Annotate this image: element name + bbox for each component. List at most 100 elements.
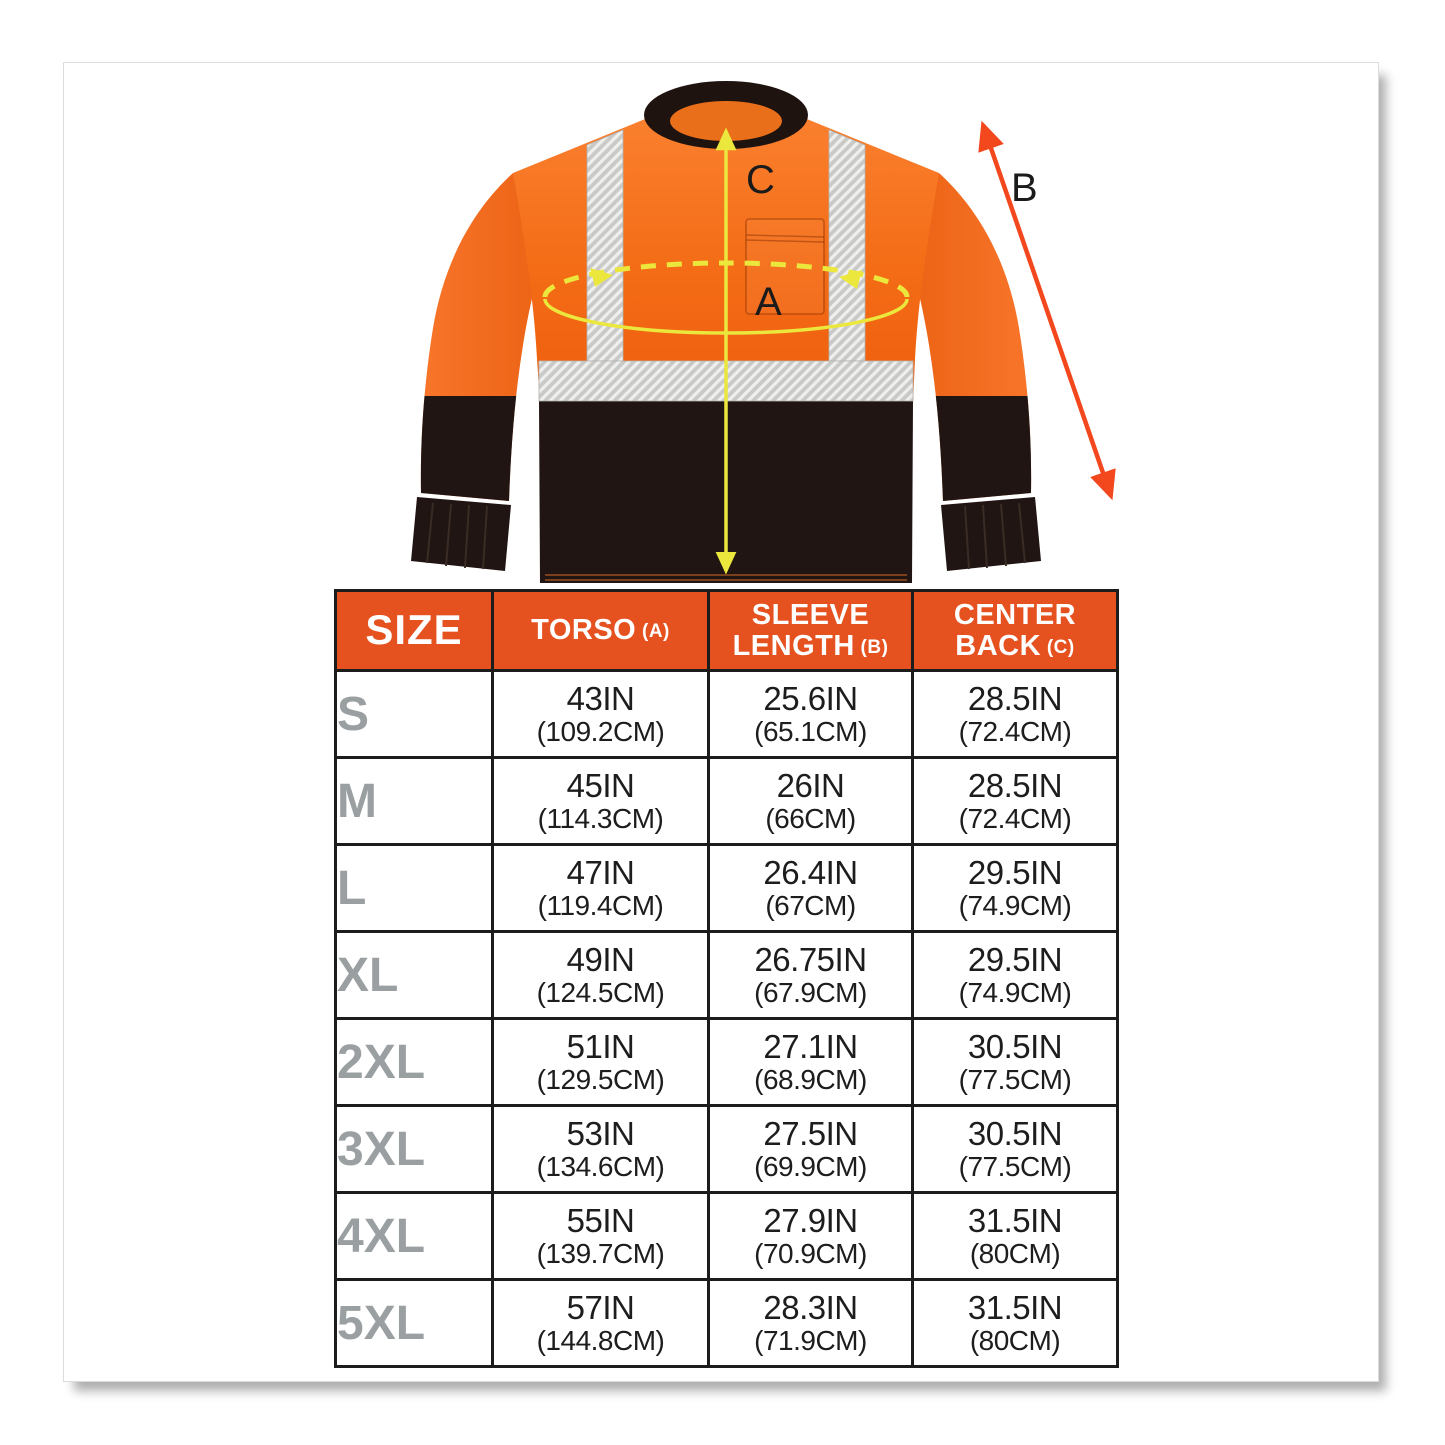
value-inches: 55IN <box>566 1201 635 1239</box>
torso-value: 53IN (134.6CM) <box>491 1104 710 1194</box>
value-inches: 27.1IN <box>763 1027 858 1065</box>
sleeve-length-value: 28.3IN (71.9CM) <box>707 1278 914 1368</box>
center-back-value: 30.5IN (77.5CM) <box>911 1017 1119 1107</box>
torso-value: 43IN (109.2CM) <box>491 669 710 759</box>
torso-value: 51IN (129.5CM) <box>491 1017 710 1107</box>
size-chart-header: SIZE TORSO (A) SLEEVE LENGTH (B) CENTER BAC… <box>334 589 1119 672</box>
sleeve-length-value: 26.75IN (67.9CM) <box>707 930 914 1020</box>
value-inches: 25.6IN <box>763 679 858 717</box>
value-inches: 30.5IN <box>967 1027 1063 1065</box>
value-inches: 28.5IN <box>967 766 1063 804</box>
value-inches: 26.75IN <box>754 940 867 978</box>
center-back-value: 31.5IN (80CM) <box>911 1191 1119 1281</box>
torso-value: 57IN (144.8CM) <box>491 1278 710 1368</box>
center-back-value: 28.5IN (72.4CM) <box>911 669 1119 759</box>
hem-stitching <box>545 574 907 581</box>
size-row-m: M 45IN (114.3CM) 26IN (66CM) 28.5IN (72.4CM) <box>334 756 1119 846</box>
torso-value: 49IN (124.5CM) <box>491 930 710 1020</box>
shirt-diagram-svg: C A B <box>411 81 1116 583</box>
value-inches: 31.5IN <box>967 1201 1063 1239</box>
column-header-size: SIZE <box>334 589 494 672</box>
value-inches: 28.5IN <box>967 679 1063 717</box>
column-header-center-back: CENTER BACK (C) <box>911 589 1119 672</box>
value-inches: 49IN <box>566 940 635 978</box>
center-back-value: 30.5IN (77.5CM) <box>911 1104 1119 1194</box>
size-chart-table: SIZE TORSO (A) SLEEVE LENGTH (B) CENTER BAC… <box>334 589 1119 1368</box>
torso-measure-ellipse <box>542 260 910 335</box>
value-centimeters: (144.8CM) <box>536 1325 665 1357</box>
column-header-sleeve-length: SLEEVE LENGTH (B) <box>707 589 914 672</box>
left-cuff <box>411 497 511 571</box>
value-inches: 31.5IN <box>967 1288 1063 1326</box>
size-label: 5XL <box>334 1278 494 1368</box>
size-label: 4XL <box>334 1191 494 1281</box>
value-centimeters: (129.5CM) <box>536 1064 665 1096</box>
value-inches: 30.5IN <box>967 1114 1063 1152</box>
value-inches: 57IN <box>566 1288 635 1326</box>
value-centimeters: (68.9CM) <box>754 1064 867 1096</box>
size-row-2xl: 2XL 51IN (129.5CM) 27.1IN (68.9CM) 30.5IN (77.… <box>334 1017 1119 1107</box>
center-back-value: 29.5IN (74.9CM) <box>911 843 1119 933</box>
value-inches: 43IN <box>566 679 635 717</box>
value-centimeters: (80CM) <box>969 1238 1061 1270</box>
value-centimeters: (71.9CM) <box>754 1325 867 1357</box>
size-row-3xl: 3XL 53IN (134.6CM) 27.5IN (69.9CM) 30.5IN (77.… <box>334 1104 1119 1194</box>
sleeve-length-value: 27.9IN (70.9CM) <box>707 1191 914 1281</box>
value-centimeters: (70.9CM) <box>754 1238 867 1270</box>
value-centimeters: (74.9CM) <box>958 890 1072 922</box>
size-label: L <box>334 843 494 933</box>
size-label: S <box>334 669 494 759</box>
value-centimeters: (74.9CM) <box>958 977 1072 1009</box>
value-centimeters: (66CM) <box>765 803 856 835</box>
value-centimeters: (124.5CM) <box>536 977 665 1009</box>
size-label: 2XL <box>334 1017 494 1107</box>
right-cuff <box>941 497 1041 571</box>
value-inches: 27.9IN <box>763 1201 858 1239</box>
header-row: SIZE TORSO (A) SLEEVE LENGTH (B) CENTER BAC… <box>334 589 1119 672</box>
value-centimeters: (77.5CM) <box>958 1064 1072 1096</box>
value-inches: 53IN <box>566 1114 635 1152</box>
value-inches: 29.5IN <box>967 940 1063 978</box>
value-centimeters: (80CM) <box>969 1325 1061 1357</box>
sleeve-length-value: 26IN (66CM) <box>707 756 914 846</box>
size-label: M <box>334 756 494 846</box>
size-row-s: S 43IN (109.2CM) 25.6IN (65.1CM) 28.5IN (72.4C… <box>334 669 1119 759</box>
sleeve-length-value: 27.1IN (68.9CM) <box>707 1017 914 1107</box>
value-centimeters: (65.1CM) <box>754 716 867 748</box>
size-chart-card: C A B SIZE TORSO (A) SLEEVE LENGTH (B) CENT… <box>63 62 1379 1382</box>
center-back-value: 31.5IN (80CM) <box>911 1278 1119 1368</box>
shirt-diagram: C A B <box>361 63 1121 598</box>
size-chart-body: S 43IN (109.2CM) 25.6IN (65.1CM) 28.5IN (72.4C… <box>334 669 1119 1368</box>
column-header-torso: TORSO (A) <box>491 589 710 672</box>
torso-value: 45IN (114.3CM) <box>491 756 710 846</box>
sleeve-length-value: 25.6IN (65.1CM) <box>707 669 914 759</box>
size-label: XL <box>334 930 494 1020</box>
value-centimeters: (67CM) <box>765 890 856 922</box>
collar <box>644 81 808 149</box>
size-row-xl: XL 49IN (124.5CM) 26.75IN (67.9CM) 29.5IN (74.… <box>334 930 1119 1020</box>
value-inches: 45IN <box>566 766 635 804</box>
value-centimeters: (69.9CM) <box>754 1151 867 1183</box>
value-centimeters: (114.3CM) <box>537 803 664 835</box>
sleeve-length-arrow <box>978 120 1116 501</box>
value-centimeters: (139.7CM) <box>536 1238 665 1270</box>
value-inches: 29.5IN <box>967 853 1063 891</box>
value-centimeters: (77.5CM) <box>958 1151 1072 1183</box>
value-centimeters: (134.6CM) <box>536 1151 665 1183</box>
sleeve-length-value: 26.4IN (67CM) <box>707 843 914 933</box>
center-back-value: 29.5IN (74.9CM) <box>911 930 1119 1020</box>
torso-value: 47IN (119.4CM) <box>491 843 710 933</box>
size-row-l: L 47IN (119.4CM) 26.4IN (67CM) 29.5IN (74.9CM) <box>334 843 1119 933</box>
size-row-5xl: 5XL 57IN (144.8CM) 28.3IN (71.9CM) 31.5IN (80C… <box>334 1278 1119 1368</box>
center-back-value: 28.5IN (72.4CM) <box>911 756 1119 846</box>
value-inches: 27.5IN <box>763 1114 858 1152</box>
value-inches: 51IN <box>566 1027 635 1065</box>
column-header-tag: (A) <box>636 621 670 643</box>
label-b: B <box>1011 166 1038 210</box>
value-centimeters: (109.2CM) <box>536 716 665 748</box>
column-header-tag: (B) <box>854 636 889 658</box>
value-inches: 26.4IN <box>763 853 858 891</box>
size-row-4xl: 4XL 55IN (139.7CM) 27.9IN (70.9CM) 31.5IN (80C… <box>334 1191 1119 1281</box>
value-inches: 26IN <box>776 766 845 804</box>
